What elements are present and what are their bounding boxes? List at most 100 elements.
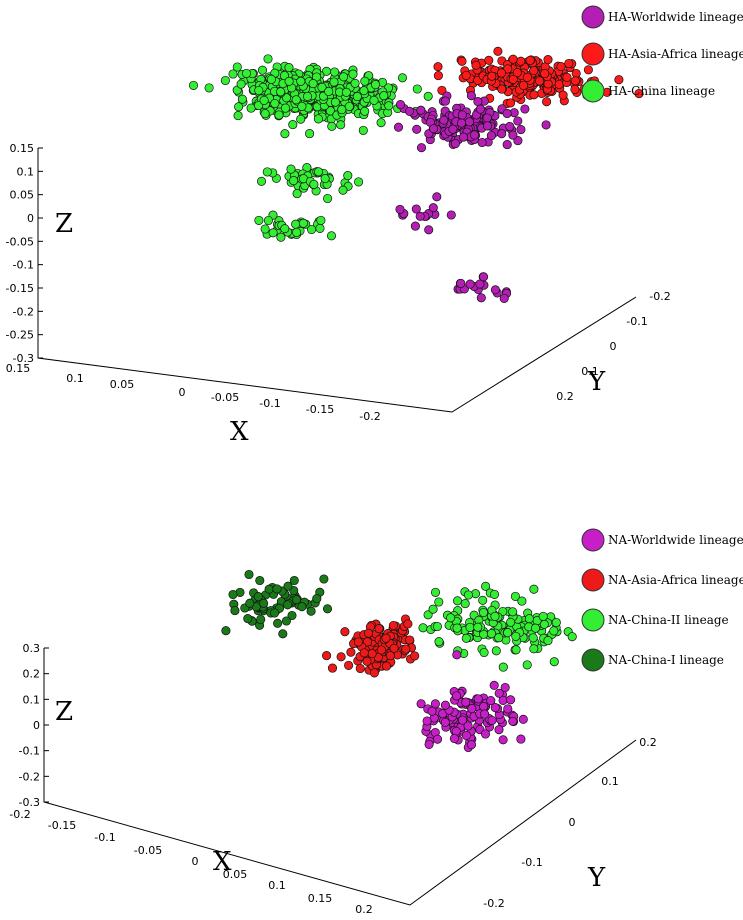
na-data-point <box>362 656 372 666</box>
na-data-point <box>449 733 459 744</box>
ha-data-point <box>305 129 315 139</box>
na-data-point <box>481 581 491 591</box>
ha-data-point <box>266 74 276 84</box>
ha-data-point <box>558 90 568 100</box>
na-data-point <box>494 688 504 698</box>
na-data-point <box>490 611 500 621</box>
ha-data-point <box>313 114 323 124</box>
ha-data-point <box>428 203 438 213</box>
ha-data-point <box>313 167 324 177</box>
ha-data-point <box>487 71 497 81</box>
na-data-point <box>440 717 450 727</box>
ha-data-point <box>541 120 551 130</box>
ha-data-point <box>291 219 301 229</box>
ha-data-point <box>254 215 264 225</box>
ha-legend-swatch <box>581 42 605 66</box>
ha-data-point <box>542 97 552 107</box>
na-data-point <box>486 696 496 706</box>
ha-data-point <box>395 100 406 110</box>
na-axes-frame <box>43 648 637 906</box>
na-data-point <box>460 599 470 609</box>
na-data-point <box>228 589 238 600</box>
na-data-point <box>467 704 477 714</box>
ha-data-point <box>506 98 516 108</box>
ha-data-point <box>379 91 389 101</box>
na-x-tick-label: 0.2 <box>355 903 373 916</box>
na-data-point <box>529 644 539 654</box>
ha-data-point <box>330 67 340 77</box>
na-data-point <box>253 592 263 602</box>
ha-data-point <box>397 73 408 83</box>
ha-z-tick-label: -0.1 <box>13 259 34 272</box>
ha-data-point <box>220 75 230 86</box>
ha-data-point <box>416 105 426 115</box>
ha-data-point <box>350 78 360 88</box>
ha-data-point <box>440 96 450 106</box>
ha-data-point <box>323 193 333 204</box>
na-data-point <box>410 651 420 661</box>
ha-data-point <box>268 228 278 238</box>
ha-data-point <box>393 122 404 132</box>
ha-data-point <box>556 61 566 72</box>
ha-y-axis-label: Y <box>587 367 606 397</box>
ha-data-point <box>296 76 306 86</box>
ha-data-point <box>292 227 302 237</box>
ha-data-point <box>286 164 296 174</box>
ha-data-point <box>540 69 550 79</box>
ha-data-point <box>336 120 346 130</box>
ha-x-tick-label: 0.05 <box>110 378 135 391</box>
na-x-tick-label: -0.1 <box>94 831 115 844</box>
na-data-point <box>401 644 411 654</box>
ha-data-point <box>326 231 337 241</box>
ha-data-point <box>256 176 267 186</box>
ha-legend: HA-Worldwide lineage HA-Asia-Africa linea… <box>581 5 743 103</box>
na-data-point <box>510 591 520 601</box>
ha-legend-swatch <box>581 79 605 103</box>
na-data-point <box>458 715 468 725</box>
na-data-point <box>461 697 471 707</box>
ha-data-point <box>458 132 469 142</box>
ha-data-point <box>280 129 290 139</box>
na-y-tick-label: 0.1 <box>601 775 619 788</box>
ha-data-point <box>370 80 381 90</box>
ha-z-tick-label: 0.15 <box>10 142 35 155</box>
ha-data-point <box>343 171 353 181</box>
ha-data-point <box>464 117 474 127</box>
na-data-point <box>528 633 538 643</box>
ha-data-point <box>360 106 370 116</box>
na-z-tick-label: -0.2 <box>19 770 40 783</box>
na-data-point <box>230 606 240 616</box>
ha-data-point <box>508 130 518 140</box>
ha-data-point <box>424 225 434 235</box>
ha-data-point <box>292 189 302 199</box>
ha-data-point <box>525 55 535 65</box>
na-data-point <box>427 706 437 716</box>
na-series-0 <box>416 650 528 753</box>
ha-y-tick-label: 0 <box>610 340 617 353</box>
ha-legend-label: HA-China lineage <box>608 84 715 98</box>
na-data-point <box>403 619 413 629</box>
ha-data-point <box>260 109 270 119</box>
ha-data-point <box>614 75 624 85</box>
na-legend-label: NA-Asia-Africa lineage <box>608 573 743 587</box>
na-data-point <box>440 700 450 710</box>
na-data-point <box>452 596 463 606</box>
na-data-point <box>506 695 516 705</box>
na-data-point <box>498 735 508 745</box>
ha-data-point <box>404 106 415 116</box>
ha-data-point <box>276 87 286 97</box>
na-legend-swatch <box>581 568 605 592</box>
ha-data-point <box>482 121 493 131</box>
na-data-point <box>503 628 513 638</box>
na-data-point <box>244 569 254 580</box>
na-data-point <box>418 623 428 633</box>
ha-data-point <box>369 95 379 105</box>
ha-x-tick-label: 0 <box>179 386 186 399</box>
na-data-point <box>503 704 513 714</box>
na-data-point <box>297 602 307 612</box>
ha-data-point <box>416 143 427 153</box>
na-data-point <box>466 740 477 750</box>
na-data-point <box>283 600 293 610</box>
ha-data-point <box>309 179 319 189</box>
ha-data-point <box>475 104 485 114</box>
